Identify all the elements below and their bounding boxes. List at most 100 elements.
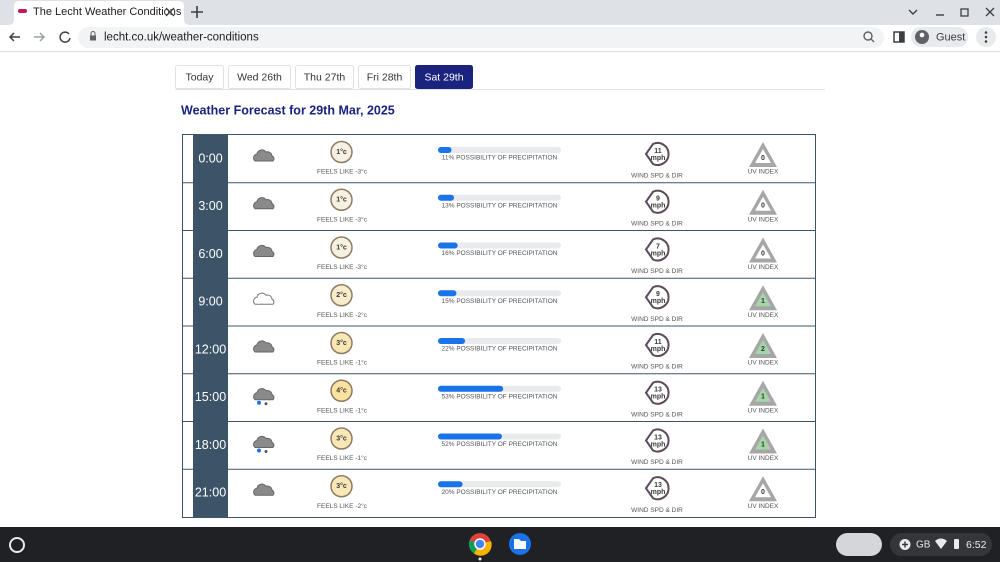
add-plus: [902, 541, 908, 548]
menu-dot: [984, 40, 988, 43]
day-tab[interactable]: [228, 65, 291, 89]
files-folder: [514, 539, 526, 549]
time-label: 3:00: [198, 199, 222, 213]
time-label: 9:00: [198, 295, 222, 309]
precip-label: 16% POSSIBILITY OF PRECIPITATION: [442, 250, 558, 257]
zoom-icon[interactable]: [863, 31, 873, 41]
battery-icon: [954, 539, 959, 549]
day-tab[interactable]: [295, 65, 354, 89]
temperature-badge: [330, 379, 353, 402]
uv-label: UV INDEX: [748, 264, 779, 271]
favicon: [18, 9, 27, 13]
wind-icon: [644, 142, 670, 166]
forecast-row: 3:00 1°c FEELS LIKE -3°c 13% POSSIBILITY OF…: [183, 182, 815, 227]
precip-bar: [438, 147, 452, 153]
time-label: 18:00: [195, 438, 226, 452]
precip-track: [438, 338, 561, 344]
uv-value: 0: [761, 203, 765, 210]
restore[interactable]: [960, 8, 969, 17]
side-panel-fill: [899, 32, 904, 42]
url[interactable]: lecht.co.uk/weather-conditions: [104, 32, 259, 44]
wind-unit: mph: [651, 346, 666, 353]
precip-track: [438, 290, 561, 297]
tray-thumbnail[interactable]: [836, 533, 882, 556]
precip-bar: [438, 194, 454, 201]
tab-search[interactable]: [908, 9, 918, 15]
back[interactable]: [8, 32, 20, 42]
time-label: 0:00: [198, 151, 222, 165]
wind-icon: [644, 476, 670, 501]
menu-dot: [984, 35, 988, 39]
day-tab[interactable]: [358, 65, 411, 89]
wind-unit: mph: [651, 441, 666, 448]
close-window[interactable]: [985, 7, 995, 17]
temperature: 1°c: [336, 148, 347, 156]
weather-icon: [253, 388, 275, 401]
day-tab-label: Fri 28th: [367, 71, 403, 83]
uv-label: UV INDEX: [748, 312, 779, 319]
forecast-row: 9:00 2°c FEELS LIKE -2°c 15% POSSIBILITY OF…: [183, 277, 815, 323]
day-tab[interactable]: [415, 65, 473, 89]
wind-speed: 11: [654, 339, 662, 346]
chrome-center: [474, 538, 486, 550]
day-tab-label: Thu 27th: [304, 71, 346, 83]
precip-label: 52% POSSIBILITY OF PRECIPITATION: [442, 441, 558, 448]
reload[interactable]: [59, 31, 71, 43]
uv-label: UV INDEX: [748, 455, 779, 462]
running-dot: [478, 557, 482, 561]
wind-label: WIND SPD & DIR: [631, 173, 683, 180]
wind-icon: [644, 285, 670, 310]
new-tab[interactable]: [191, 6, 203, 18]
wind-label: WIND SPD & DIR: [631, 268, 683, 275]
wind-label: WIND SPD & DIR: [631, 507, 683, 514]
precip-bar: [438, 338, 466, 344]
lock-shackle: [90, 31, 96, 36]
shelf: [0, 527, 1000, 562]
wind-label: WIND SPD & DIR: [631, 411, 683, 418]
temperature: 3°c: [336, 434, 347, 442]
wind-unit: mph: [651, 394, 666, 401]
clock: 6:52: [966, 539, 987, 551]
feels-like: FEELS LIKE -1°c: [317, 454, 368, 462]
temperature-badge: [330, 188, 353, 211]
day-tab[interactable]: [175, 65, 224, 89]
weather-icon: [253, 197, 275, 210]
uv-inner: [755, 340, 771, 354]
temperature: 3°c: [336, 482, 347, 490]
zoom-handle: [870, 38, 875, 43]
feels-like: FEELS LIKE -2°c: [317, 502, 368, 510]
precip-track: [438, 194, 561, 201]
launcher[interactable]: [9, 537, 25, 553]
weather-icon: [253, 435, 275, 448]
time-label: 15:00: [195, 390, 226, 404]
forecast-rows: 0:00 1°c FEELS LIKE -3°c 11% POSSIBILITY OF…: [183, 140, 815, 514]
omnibox[interactable]: [78, 27, 884, 48]
wind-speed: 11: [654, 148, 662, 155]
uv-value: 0: [761, 155, 765, 162]
wind-icon: [644, 189, 670, 214]
temperature-badge: [330, 427, 353, 450]
uv-inner: [755, 149, 771, 163]
weather-icon: [253, 292, 275, 305]
time-label: 12:00: [195, 342, 226, 356]
precip-label: 11% POSSIBILITY OF PRECIPITATION: [442, 155, 558, 162]
keyboard-region: GB: [916, 540, 931, 551]
browser-tab[interactable]: [8, 1, 190, 25]
uv-value: 2: [761, 346, 765, 353]
precip-label: 13% POSSIBILITY OF PRECIPITATION: [442, 202, 558, 209]
rain-drop: [257, 400, 261, 405]
feels-like: FEELS LIKE -1°c: [317, 406, 368, 414]
precip-bar: [438, 242, 458, 249]
temperature: 1°c: [336, 243, 347, 251]
forecast-row: 0:00 1°c FEELS LIKE -3°c 11% POSSIBILITY OF…: [198, 140, 779, 180]
tab-close[interactable]: [165, 7, 175, 17]
temperature: 3°c: [336, 339, 347, 347]
forward[interactable]: [34, 32, 46, 42]
wind-speed: 13: [654, 434, 662, 441]
uv-value: 0: [761, 250, 765, 257]
uv-value: 1: [761, 441, 765, 448]
feels-like: FEELS LIKE -3°c: [317, 168, 368, 176]
precip-bar: [438, 290, 457, 297]
